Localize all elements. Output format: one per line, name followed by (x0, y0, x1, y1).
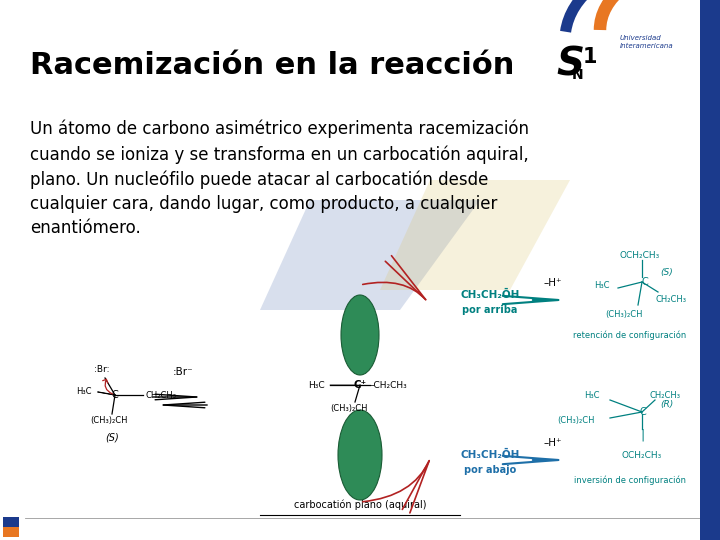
Text: (CH₃)₂CH: (CH₃)₂CH (605, 310, 642, 320)
Polygon shape (380, 180, 570, 290)
Text: |: | (640, 429, 644, 442)
Text: CH₂CH₃: CH₂CH₃ (650, 390, 681, 400)
Text: C: C (112, 390, 118, 400)
Text: (CH₃)₂CH: (CH₃)₂CH (557, 415, 595, 424)
Text: OCH₂CH₃: OCH₂CH₃ (622, 450, 662, 460)
Text: Un átomo de carbono asimétrico experimenta racemización
cuando se ioniza y se tr: Un átomo de carbono asimétrico experimen… (30, 120, 529, 237)
Text: C: C (642, 277, 649, 287)
Text: H₃C: H₃C (308, 381, 325, 389)
Text: (CH₃)₂CH: (CH₃)₂CH (90, 415, 127, 424)
Text: Universidad
Interamericana: Universidad Interamericana (620, 36, 674, 49)
Text: –CH₂CH₃: –CH₂CH₃ (370, 381, 408, 389)
Text: (S): (S) (660, 267, 672, 276)
Ellipse shape (338, 410, 382, 500)
Text: CH₃CH₂ŌH: CH₃CH₂ŌH (460, 450, 520, 460)
Text: carbocatión plano (aquiral): carbocatión plano (aquiral) (294, 500, 426, 510)
FancyBboxPatch shape (700, 0, 720, 540)
Text: S: S (556, 46, 584, 84)
Text: C⁺: C⁺ (354, 380, 366, 390)
FancyBboxPatch shape (3, 527, 19, 537)
Text: (CH₃)₂CH: (CH₃)₂CH (330, 403, 367, 413)
Text: H₃C: H₃C (76, 388, 92, 396)
Text: Racemización en la reacción: Racemización en la reacción (30, 51, 525, 79)
Text: 1: 1 (583, 47, 598, 67)
Text: (S): (S) (105, 433, 119, 443)
Text: N: N (572, 68, 584, 82)
Text: –H⁺: –H⁺ (544, 438, 562, 448)
Text: inversión de configuración: inversión de configuración (574, 475, 686, 485)
Text: por arriba: por arriba (462, 305, 518, 315)
Text: C: C (640, 407, 647, 417)
Text: retención de configuración: retención de configuración (573, 330, 687, 340)
Text: CH₂CH₃: CH₂CH₃ (145, 390, 176, 400)
FancyBboxPatch shape (3, 517, 19, 527)
Text: CH₃CH₂ŌH: CH₃CH₂ŌH (460, 290, 520, 300)
Text: CH₂CH₃: CH₂CH₃ (655, 295, 686, 305)
Ellipse shape (341, 295, 379, 375)
Text: –H⁺: –H⁺ (544, 278, 562, 288)
Text: (R): (R) (660, 401, 673, 409)
Text: por abajo: por abajo (464, 465, 516, 475)
Text: :Br⁻: :Br⁻ (173, 367, 193, 377)
Polygon shape (260, 200, 480, 310)
Text: OCH₂CH₃: OCH₂CH₃ (620, 251, 660, 260)
Text: H₃C: H₃C (595, 280, 610, 289)
Text: H₃C: H₃C (585, 390, 600, 400)
Text: :Br:: :Br: (94, 366, 109, 375)
